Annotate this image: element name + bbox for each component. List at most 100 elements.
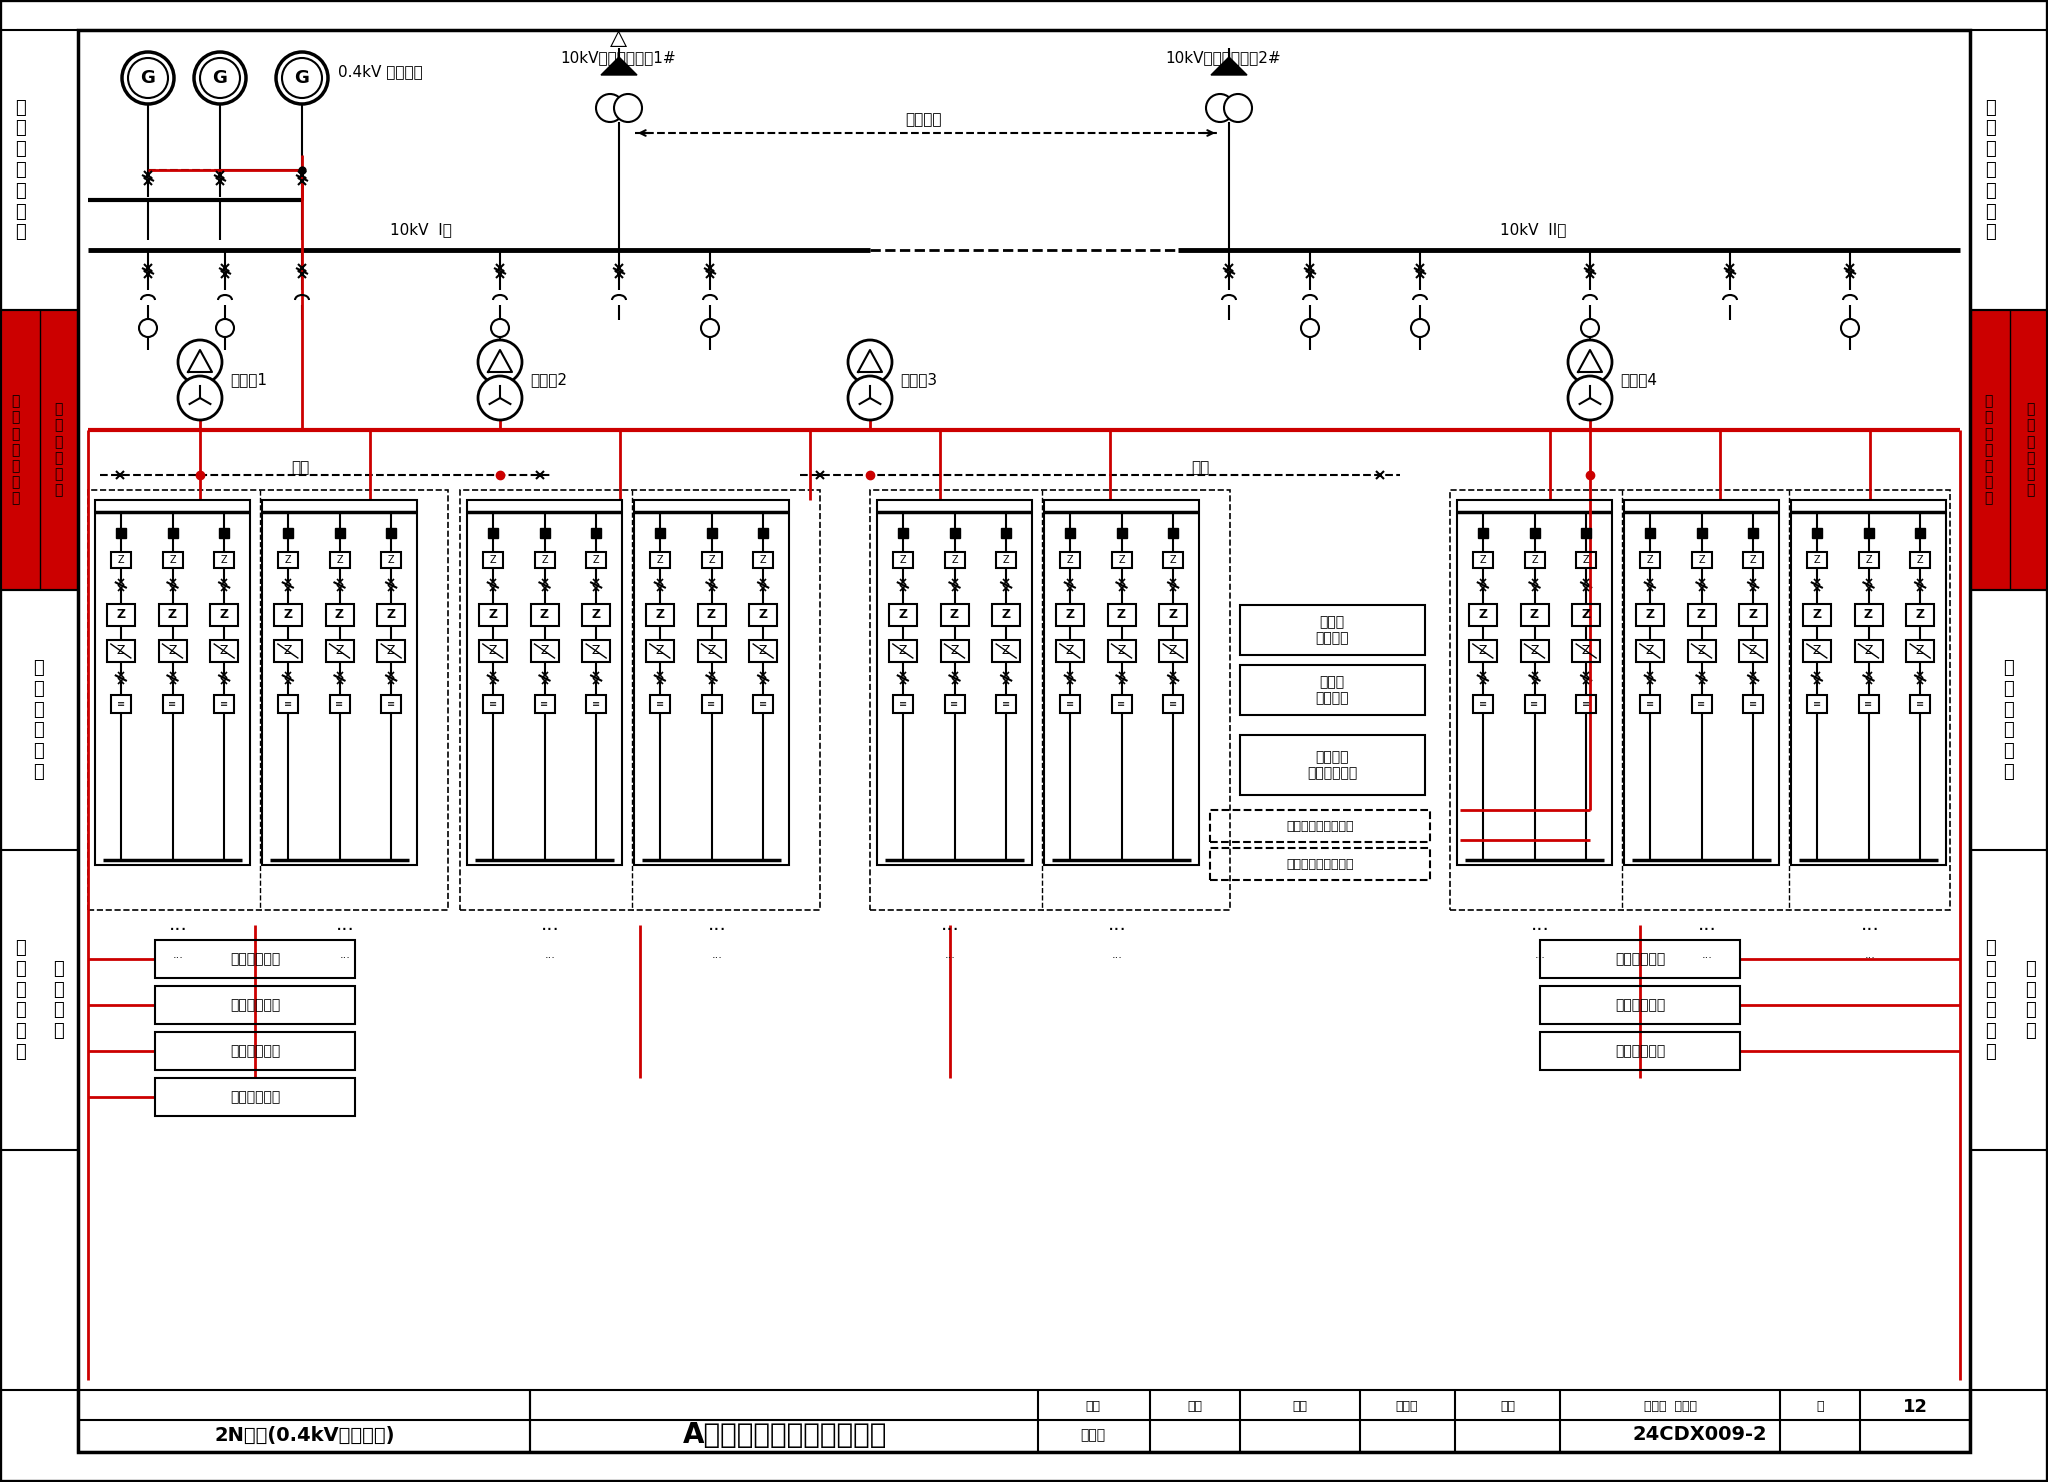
- Bar: [1858, 551, 1878, 568]
- Text: ≡: ≡: [1530, 700, 1538, 708]
- Bar: [655, 528, 666, 538]
- Text: Z: Z: [1067, 554, 1073, 565]
- Text: 冷
却
空
调
系
统: 冷 却 空 调 系 统: [1985, 940, 1995, 1061]
- Bar: [1640, 551, 1659, 568]
- Bar: [893, 695, 913, 713]
- Bar: [698, 640, 725, 662]
- Text: G: G: [213, 70, 227, 87]
- Text: Z: Z: [336, 554, 342, 565]
- Text: Z: Z: [592, 645, 600, 658]
- Text: 重要支持和辅助设备: 重要支持和辅助设备: [1286, 858, 1354, 870]
- Circle shape: [614, 93, 641, 122]
- Text: Z: Z: [283, 609, 293, 621]
- Bar: [1159, 640, 1188, 662]
- Bar: [707, 528, 717, 538]
- Text: Z: Z: [170, 554, 176, 565]
- Bar: [702, 695, 721, 713]
- Text: ...: ...: [1862, 916, 1880, 935]
- Bar: [1688, 640, 1716, 662]
- Text: Z: Z: [117, 645, 125, 658]
- Text: 电子信息设备: 电子信息设备: [229, 951, 281, 966]
- Bar: [1540, 940, 1741, 978]
- Bar: [219, 528, 229, 538]
- Text: Z: Z: [657, 554, 664, 565]
- Bar: [582, 640, 610, 662]
- Bar: [387, 528, 395, 538]
- Bar: [950, 528, 961, 538]
- Bar: [0, 310, 78, 590]
- Bar: [1239, 605, 1425, 655]
- Text: ≡: ≡: [899, 700, 907, 708]
- Bar: [1739, 605, 1767, 625]
- Text: Z: Z: [387, 609, 395, 621]
- Bar: [750, 640, 776, 662]
- Bar: [539, 528, 549, 538]
- Circle shape: [848, 339, 893, 384]
- Text: 10kV城市电网电源2#: 10kV城市电网电源2#: [1165, 50, 1280, 65]
- Bar: [1743, 551, 1763, 568]
- Circle shape: [1300, 319, 1319, 336]
- Bar: [1163, 695, 1184, 713]
- Bar: [262, 499, 418, 865]
- Bar: [487, 528, 498, 538]
- Bar: [479, 605, 506, 625]
- Circle shape: [1569, 339, 1612, 384]
- Text: 霍伟亮  重伟亮: 霍伟亮 重伟亮: [1642, 1400, 1696, 1414]
- Text: Z: Z: [489, 645, 498, 658]
- Polygon shape: [1210, 56, 1247, 76]
- Bar: [483, 551, 504, 568]
- Text: 智
能
化
管
理
系
统: 智 能 化 管 理 系 统: [10, 394, 18, 505]
- Text: ≡: ≡: [760, 700, 768, 708]
- Text: 间
接
蒸
发: 间 接 蒸 发: [2025, 960, 2036, 1040]
- Bar: [215, 695, 233, 713]
- Bar: [377, 640, 406, 662]
- Bar: [94, 499, 250, 865]
- Text: Z: Z: [489, 554, 496, 565]
- Bar: [1749, 528, 1757, 538]
- Bar: [1044, 499, 1198, 865]
- Circle shape: [1569, 376, 1612, 419]
- Bar: [995, 695, 1016, 713]
- Text: Z: Z: [168, 645, 176, 658]
- Text: Z: Z: [1065, 645, 1073, 658]
- Bar: [1001, 528, 1012, 538]
- Bar: [1112, 551, 1130, 568]
- Bar: [1057, 640, 1083, 662]
- Text: ≡: ≡: [950, 700, 958, 708]
- Text: Z: Z: [541, 645, 549, 658]
- Bar: [283, 528, 293, 538]
- Text: 电
力
模
块
及
其: 电 力 模 块 及 其: [53, 403, 61, 498]
- Text: ...: ...: [168, 916, 186, 935]
- Text: 页: 页: [1817, 1400, 1825, 1414]
- Text: Z: Z: [1647, 554, 1653, 565]
- Polygon shape: [600, 56, 637, 76]
- Text: ...: ...: [711, 950, 723, 960]
- Text: 电子信息设备: 电子信息设备: [1616, 1043, 1665, 1058]
- Bar: [535, 551, 555, 568]
- Text: ≡: ≡: [336, 700, 344, 708]
- Text: Z: Z: [1118, 554, 1124, 565]
- Bar: [645, 640, 674, 662]
- Text: ...: ...: [1112, 950, 1122, 960]
- Text: Z: Z: [1169, 609, 1178, 621]
- Text: 张先玉: 张先玉: [1397, 1400, 1419, 1414]
- Text: Z: Z: [219, 645, 229, 658]
- Bar: [215, 551, 233, 568]
- Text: ≡: ≡: [285, 700, 293, 708]
- Text: Z: Z: [1530, 645, 1538, 658]
- Text: 变压器1: 变压器1: [229, 372, 266, 387]
- Text: Z: Z: [168, 609, 176, 621]
- Bar: [1524, 695, 1544, 713]
- Text: Z: Z: [541, 609, 549, 621]
- Bar: [1802, 605, 1831, 625]
- Text: 间
接
蒸
发: 间 接 蒸 发: [53, 960, 63, 1040]
- Bar: [944, 551, 965, 568]
- Circle shape: [700, 319, 719, 336]
- Bar: [1210, 848, 1430, 880]
- Text: Z: Z: [1864, 645, 1872, 658]
- Bar: [381, 551, 401, 568]
- Text: Z: Z: [1698, 645, 1706, 658]
- Circle shape: [201, 58, 240, 98]
- Bar: [1806, 551, 1827, 568]
- Text: ...: ...: [1108, 916, 1126, 935]
